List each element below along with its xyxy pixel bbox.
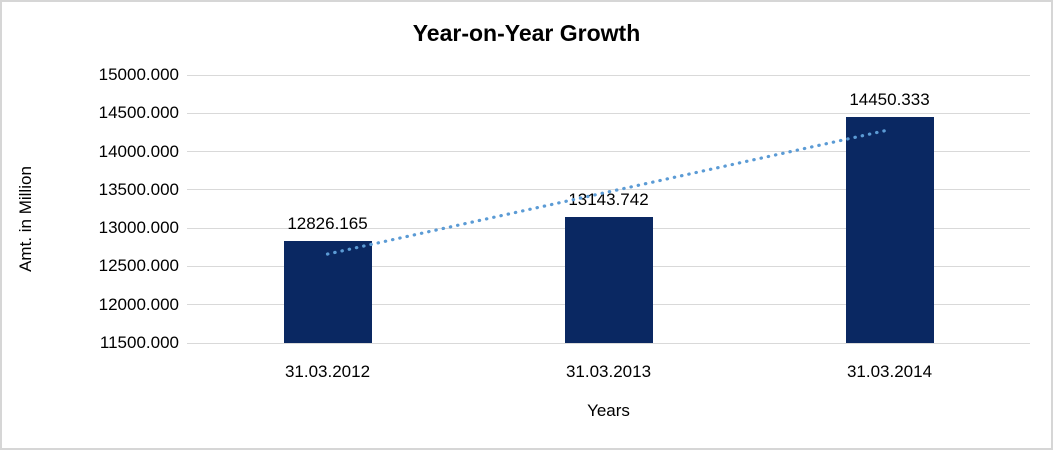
data-label: 14450.333 <box>849 90 930 110</box>
y-tick-label: 12500.000 <box>98 256 179 276</box>
gridline <box>187 112 1030 114</box>
trendline <box>325 128 892 256</box>
bar-31.03.2014 <box>845 117 934 343</box>
plot-area: 12826.165 13143.742 14450.333 <box>187 74 1030 344</box>
bar-31.03.2012 <box>283 241 372 343</box>
x-axis-title: Years <box>587 401 630 420</box>
y-tick-label: 14000.000 <box>98 141 179 161</box>
gridline <box>187 74 1030 76</box>
gridline <box>187 189 1030 191</box>
data-label: 13143.742 <box>568 190 649 210</box>
y-tick-label: 13000.000 <box>98 218 179 238</box>
gridline <box>187 342 1030 344</box>
y-tick-label: 12000.000 <box>98 294 179 314</box>
x-tick-label: 31.03.2013 <box>565 362 652 381</box>
y-tick-label: 15000.000 <box>98 65 179 84</box>
y-tick-label: 14500.000 <box>98 103 179 123</box>
bar-31.03.2013 <box>564 217 653 343</box>
chart-title: Year-on-Year Growth <box>412 20 641 46</box>
y-tick-label: 13500.000 <box>98 179 179 199</box>
y-tick-label: 11500.000 <box>99 333 179 352</box>
gridline <box>187 151 1030 153</box>
x-tick-label: 31.03.2014 <box>846 362 933 381</box>
data-label: 12826.165 <box>287 214 368 234</box>
x-tick-label: 31.03.2012 <box>284 362 371 381</box>
y-axis-title: Amt. in Million <box>16 166 35 272</box>
